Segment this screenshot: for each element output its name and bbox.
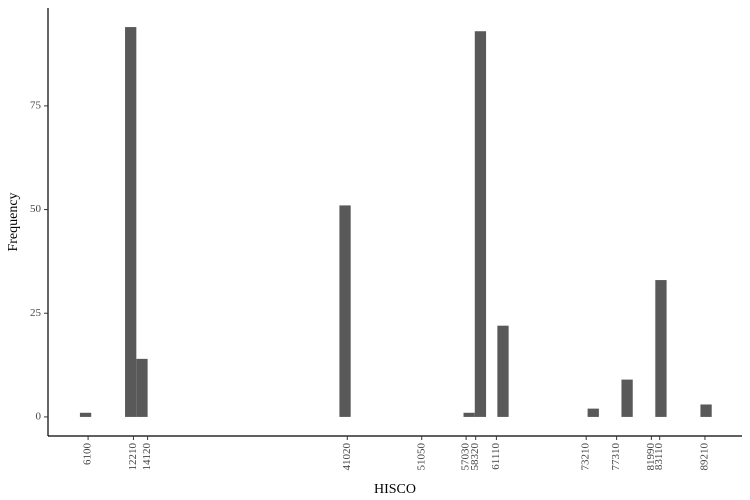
y-axis-title: Frequency [6, 192, 21, 251]
bar [621, 379, 633, 417]
x-tick-label: 41020 [341, 443, 353, 471]
x-tick-label: 61110 [490, 443, 502, 470]
bar [700, 404, 712, 417]
y-tick-label: 0 [36, 410, 42, 422]
bar [587, 408, 599, 417]
bar [474, 31, 487, 417]
x-tick-label: 58320 [469, 443, 481, 471]
bar [136, 358, 148, 417]
x-tick-label: 73210 [580, 443, 592, 471]
bar [339, 205, 351, 417]
x-tick-label: 6100 [82, 443, 94, 466]
y-tick-label: 75 [30, 99, 42, 111]
x-tick-label: 12210 [127, 443, 139, 471]
x-tick-label: 57030 [460, 443, 472, 471]
bar [125, 27, 137, 417]
x-tick-label: 83110 [653, 443, 665, 471]
x-tick-label: 81990 [645, 443, 657, 471]
bar [463, 412, 475, 417]
x-tick-label: 77310 [610, 443, 622, 471]
y-tick-label: 25 [30, 307, 42, 319]
y-tick-label: 50 [30, 203, 42, 215]
x-axis-title: HISCO [374, 482, 416, 497]
bar [497, 325, 509, 417]
bar [655, 280, 667, 417]
bar [79, 412, 92, 417]
x-tick-label: 89210 [698, 443, 710, 471]
x-tick-label: 14120 [141, 443, 153, 471]
x-tick-label: 51050 [415, 443, 427, 471]
